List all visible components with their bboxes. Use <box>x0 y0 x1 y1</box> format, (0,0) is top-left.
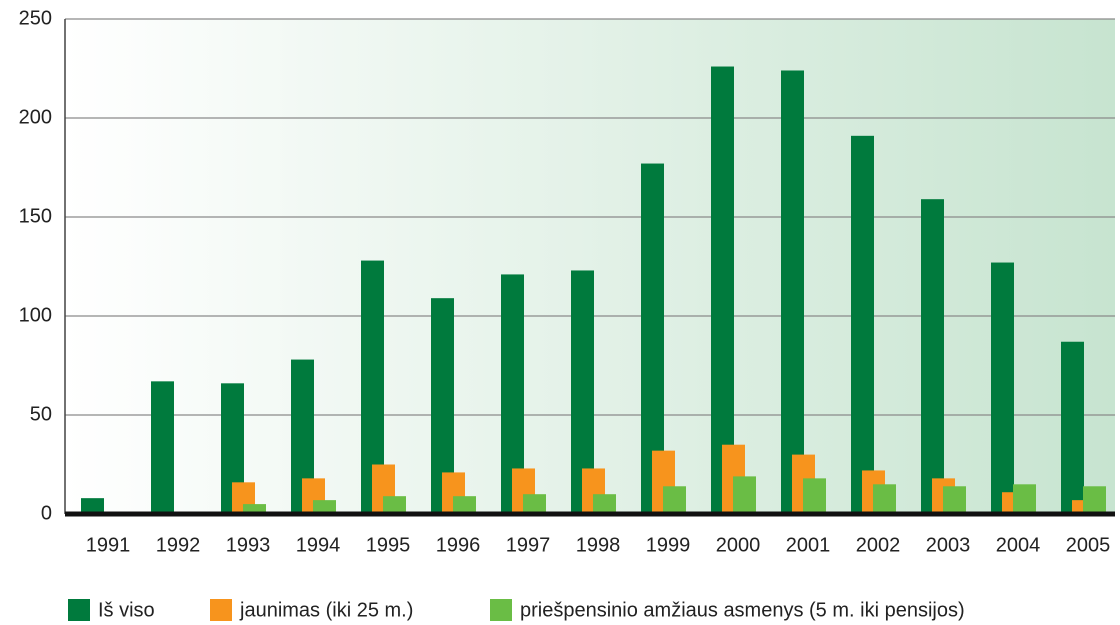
bar <box>641 163 664 515</box>
bar <box>243 504 266 514</box>
bar <box>991 262 1014 514</box>
bar <box>851 135 874 514</box>
legend-swatch <box>210 599 232 621</box>
bar <box>873 484 896 514</box>
legend-label: priešpensinio amžiaus asmenys (5 m. iki … <box>520 599 965 621</box>
x-tick-label: 1993 <box>226 534 271 556</box>
bar <box>151 381 174 514</box>
y-tick-label: 100 <box>19 304 52 326</box>
bar <box>523 494 546 514</box>
bar <box>431 298 454 514</box>
bar <box>1061 341 1084 514</box>
bar <box>501 274 524 514</box>
bar <box>781 70 804 514</box>
y-tick-label: 0 <box>41 502 52 524</box>
x-tick-label: 2002 <box>856 534 901 556</box>
x-tick-label: 2003 <box>926 534 971 556</box>
bar <box>593 494 616 514</box>
y-tick-label: 50 <box>30 403 52 425</box>
bar <box>921 199 944 514</box>
bar <box>803 478 826 514</box>
x-tick-label: 2004 <box>996 534 1041 556</box>
y-tick-label: 150 <box>19 205 52 227</box>
bar <box>943 486 966 514</box>
x-tick-label: 2000 <box>716 534 761 556</box>
bar <box>711 66 734 515</box>
x-tick-label: 1999 <box>646 534 691 556</box>
bar <box>733 476 756 514</box>
x-tick-label: 1995 <box>366 534 411 556</box>
bar <box>453 496 476 514</box>
x-tick-label: 1992 <box>156 534 201 556</box>
y-tick-label: 200 <box>19 106 52 128</box>
bar <box>221 383 244 514</box>
legend-label: Iš viso <box>98 599 155 621</box>
x-tick-label: 1996 <box>436 534 481 556</box>
x-tick-label: 1998 <box>576 534 621 556</box>
bar <box>571 270 594 514</box>
bar <box>663 486 686 514</box>
legend-swatch <box>490 599 512 621</box>
x-tick-label: 1991 <box>86 534 131 556</box>
bar <box>291 359 314 514</box>
x-tick-label: 2001 <box>786 534 831 556</box>
x-tick-label: 1997 <box>506 534 551 556</box>
bar <box>1083 486 1106 514</box>
bar <box>383 496 406 514</box>
legend-swatch <box>68 599 90 621</box>
bar <box>313 500 336 514</box>
bar <box>361 260 384 514</box>
bar <box>81 498 104 514</box>
bar <box>1013 484 1036 514</box>
x-tick-label: 2005 <box>1066 534 1111 556</box>
y-tick-label: 250 <box>19 7 52 29</box>
x-tick-label: 1994 <box>296 534 341 556</box>
legend-label: jaunimas (iki 25 m.) <box>239 599 413 621</box>
